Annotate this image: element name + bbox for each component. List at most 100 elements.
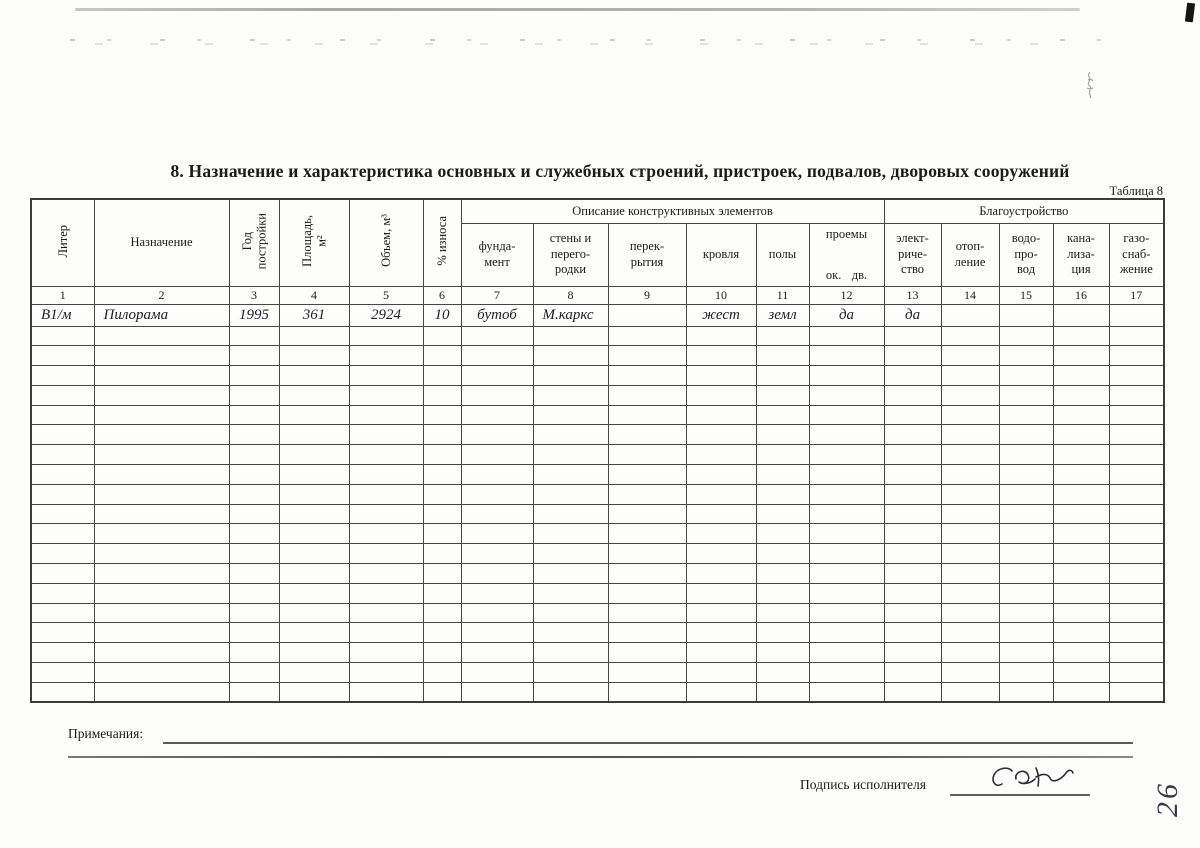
empty-cell [30,582,95,604]
header-poly: полы [755,222,810,287]
empty-cell [532,523,609,545]
empty-cell [755,325,810,347]
empty-cell [998,563,1054,584]
empty-cell [1052,424,1110,446]
data-cell [1052,303,1110,327]
scan-artifact-noise-band [95,43,1075,45]
header-obem: Объем, м³ [348,198,424,287]
empty-cell [607,444,687,466]
column-number-row: 1 2 3 4 5 6 7 8 9 10 11 12 13 14 15 16 17 [30,285,1165,305]
empty-cell [93,602,230,624]
empty-cell [808,483,885,505]
header-naznachenie: Назначение [93,198,230,287]
empty-cell [998,582,1054,604]
empty-cell [460,483,534,505]
empty-table-row [30,662,1165,683]
empty-cell [532,563,609,584]
empty-cell [30,345,95,367]
empty-cell [883,444,942,466]
empty-cell [883,523,942,545]
empty-cell [30,424,95,446]
table-caption: Таблица 8 [1109,184,1163,198]
empty-cell [532,543,609,565]
scan-artifact-corner-mark [1184,2,1196,23]
empty-cell [685,345,757,367]
empty-cell [348,424,424,446]
empty-cell [755,365,810,386]
empty-cell [278,464,350,485]
empty-cell [228,424,280,446]
empty-cell [685,444,757,466]
empty-table-row [30,582,1165,604]
empty-cell [1108,523,1165,545]
empty-cell [998,444,1054,466]
empty-table-row [30,642,1165,664]
empty-cell [460,384,534,406]
empty-cell [808,622,885,644]
empty-cell [93,582,230,604]
empty-cell [348,325,424,347]
header-perekrytiya: перек- рытия [607,222,687,287]
data-cell [940,303,1000,327]
empty-cell [808,681,885,703]
empty-cell [93,681,230,703]
empty-cell [278,662,350,683]
empty-cell [998,424,1054,446]
empty-cell [278,325,350,347]
empty-cell [422,384,462,406]
data-cell: бутоб [460,303,534,327]
empty-cell [228,602,280,624]
empty-cell [883,365,942,386]
header-krovlya: кровля [685,222,757,287]
empty-cell [93,444,230,466]
table-body: 1 2 3 4 5 6 7 8 9 10 11 12 13 14 15 16 17 В1/м Пилорама 19… [30,285,1165,703]
empty-cell [607,483,687,505]
empty-cell [808,523,885,545]
empty-cell [940,325,1000,347]
empty-cell [228,325,280,347]
empty-cell [460,582,534,604]
empty-cell [1108,642,1165,664]
column-number-cell: 12 [808,285,885,305]
column-number-cell: 9 [607,285,687,305]
header-kanalizatsiya: кана- лиза- ция [1052,222,1110,287]
empty-cell [755,622,810,644]
empty-cell [532,424,609,446]
empty-cell [1108,325,1165,347]
empty-cell [940,622,1000,644]
data-cell [607,303,687,327]
empty-cell [532,582,609,604]
empty-cell [607,543,687,565]
empty-cell [532,325,609,347]
empty-cell [348,464,424,485]
empty-cell [685,662,757,683]
empty-cell [883,681,942,703]
empty-cell [940,681,1000,703]
empty-cell [460,681,534,703]
empty-table-row [30,483,1165,505]
empty-cell [460,622,534,644]
empty-cell [460,602,534,624]
empty-cell [685,563,757,584]
empty-cell [228,681,280,703]
empty-cell [1108,365,1165,386]
column-number-cell: 6 [422,285,462,305]
empty-cell [755,444,810,466]
empty-cell [755,582,810,604]
empty-cell [1052,681,1110,703]
column-number-cell: 5 [348,285,424,305]
empty-cell [348,345,424,367]
empty-cell [93,424,230,446]
empty-cell [1108,404,1165,426]
empty-cell [883,563,942,584]
empty-cell [607,464,687,485]
empty-cell [1052,464,1110,485]
empty-cell [685,464,757,485]
empty-cell [808,345,885,367]
empty-cell [278,384,350,406]
data-cell: земл [755,303,810,327]
empty-cell [1052,622,1110,644]
empty-cell [1108,444,1165,466]
empty-cell [532,404,609,426]
header-liter: Литер [30,198,95,287]
